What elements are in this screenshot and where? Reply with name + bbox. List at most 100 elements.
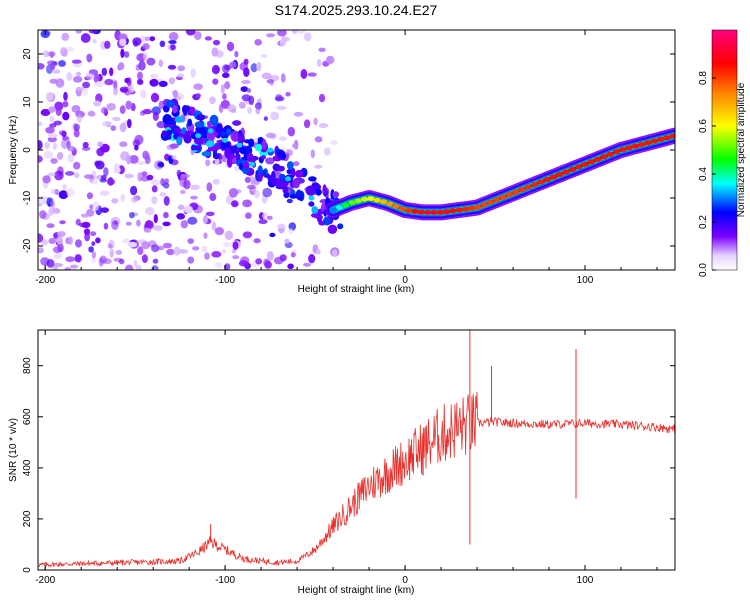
spectrogram-noise-blob bbox=[65, 256, 76, 263]
spectrogram-noise-blob bbox=[214, 262, 223, 269]
spectrogram-noise-blob bbox=[132, 139, 140, 148]
spectrogram-ridge-point bbox=[405, 208, 413, 213]
spectrogram-noise-blob bbox=[255, 258, 263, 265]
spectrogram-noise-blob bbox=[212, 78, 219, 85]
spectrogram-noise-blob bbox=[318, 93, 326, 103]
spectrogram-noise-blob bbox=[74, 172, 80, 179]
spectrogram-ridge-point bbox=[474, 204, 482, 210]
spectrogram-band-blob bbox=[224, 147, 231, 158]
spectrogram-noise-blob bbox=[238, 260, 249, 267]
spectrogram-noise-blob bbox=[222, 72, 230, 79]
spectrogram-hotspot bbox=[308, 195, 315, 201]
spectrogram-noise-blob bbox=[127, 118, 132, 129]
spectrogram-noise-blob bbox=[260, 53, 268, 59]
spectrogram-noise-blob bbox=[76, 114, 83, 123]
spectrogram-noise-blob bbox=[55, 107, 62, 116]
spectrogram-band-blob bbox=[214, 144, 223, 150]
spectrogram-ridge-point bbox=[638, 142, 646, 147]
spectrogram-noise-blob bbox=[91, 178, 99, 184]
spectrogram-noise-blob bbox=[75, 71, 81, 77]
colorbar: 0.0 0.2 0.4 0.6 0.8 Normalized spectral ampl… bbox=[698, 29, 747, 277]
spectrogram-ridge-point bbox=[373, 197, 381, 203]
spectrogram-noise-blob bbox=[113, 166, 121, 174]
spectrogram-noise-blob bbox=[269, 232, 276, 238]
spectrogram-noise-blob bbox=[254, 39, 262, 46]
spectrogram-band-blob bbox=[161, 130, 167, 138]
x-tick-label: -200 bbox=[35, 575, 55, 586]
spectrogram-noise-blob bbox=[112, 116, 121, 122]
spectrogram-noise-blob bbox=[152, 112, 159, 121]
spectrogram-noise-blob bbox=[50, 61, 56, 70]
spectrogram-noise-blob bbox=[270, 111, 280, 121]
spectrogram-band-blob bbox=[174, 116, 184, 123]
spectrogram-noise-blob bbox=[80, 213, 90, 218]
spectrogram-noise-blob bbox=[190, 184, 200, 190]
spectrogram-ridge-point bbox=[342, 202, 350, 208]
spectrogram-band-blob bbox=[256, 172, 264, 179]
spectrogram-noise-blob bbox=[109, 248, 115, 258]
spectrogram-band-blob bbox=[165, 99, 175, 108]
spectrogram-noise-blob bbox=[223, 241, 231, 248]
spectrogram-band-blob bbox=[332, 191, 340, 198]
spectrogram-noise-blob bbox=[226, 41, 235, 52]
spectrogram-noise-blob bbox=[119, 105, 126, 114]
spectrogram-noise-blob bbox=[73, 161, 81, 170]
spectrogram-noise-blob bbox=[245, 212, 252, 219]
spectrogram-noise-blob bbox=[273, 256, 284, 265]
spectrogram-noise-blob bbox=[212, 39, 221, 46]
y-tick-label: -20 bbox=[22, 238, 33, 253]
spectrogram-noise-blob bbox=[206, 182, 213, 192]
spectrogram-band-blob bbox=[248, 138, 255, 148]
spectrogram-noise-blob bbox=[212, 178, 220, 185]
spectrogram-ridge-point bbox=[361, 196, 369, 202]
spectrogram-noise-blob bbox=[141, 254, 148, 263]
spectrogram-band-blob bbox=[166, 129, 173, 136]
spectrogram-noise-blob bbox=[244, 176, 251, 183]
spectrogram-noise-blob bbox=[99, 190, 110, 196]
y-tick-label: 600 bbox=[22, 408, 33, 425]
spectrogram-noise-blob bbox=[281, 36, 291, 42]
spectrogram-noise-blob bbox=[52, 208, 61, 214]
spectrogram-noise-blob bbox=[231, 200, 239, 208]
spectrogram-band-blob bbox=[257, 165, 263, 175]
colorbar-tick-label: 0.2 bbox=[698, 215, 709, 229]
spectrogram-noise-blob bbox=[162, 242, 173, 249]
spectrogram-band-blob bbox=[261, 139, 267, 149]
spectrogram-noise-blob bbox=[151, 106, 161, 116]
x-tick-label: -100 bbox=[215, 575, 235, 586]
spectrogram-noise-blob bbox=[240, 86, 249, 92]
spectrogram-noise-blob bbox=[107, 243, 113, 249]
spectrogram-hotspot bbox=[222, 137, 229, 143]
spectrogram-noise-blob bbox=[266, 79, 275, 84]
spectrogram-noise-blob bbox=[258, 219, 268, 225]
spectrogram-noise-blob bbox=[316, 59, 322, 67]
spectrogram-band-blob bbox=[230, 130, 241, 142]
snr-x-label: Height of straight line (km) bbox=[298, 585, 415, 596]
spectrogram-noise-blob bbox=[177, 204, 185, 211]
snr-plot-area bbox=[38, 330, 675, 570]
spectrogram-band-blob bbox=[290, 167, 296, 178]
snr-y-ticks: 0 200 400 600 800 bbox=[22, 357, 675, 573]
spectrogram-noise-blob bbox=[48, 106, 56, 113]
spectrogram-band-blob bbox=[238, 133, 245, 144]
spectrogram-ridge-point bbox=[512, 189, 520, 195]
spectrogram-noise-blob bbox=[313, 117, 318, 126]
spectrogram-noise-blob bbox=[224, 81, 231, 90]
spectrogram-noise-blob bbox=[261, 72, 272, 80]
spectrogram-noise-blob bbox=[232, 241, 239, 250]
spectrogram-noise-blob bbox=[57, 166, 64, 176]
spectrogram-ridge-point bbox=[575, 164, 583, 170]
spectrogram-ridge-point bbox=[537, 179, 545, 185]
spectrogram-noise-blob bbox=[173, 246, 181, 256]
spectrogram-band-blob bbox=[323, 216, 331, 226]
spectrogram-noise-blob bbox=[44, 151, 54, 159]
spectrogram-noise-blob bbox=[248, 95, 255, 106]
y-tick-label: 10 bbox=[22, 96, 33, 108]
spectrogram-noise-blob bbox=[91, 241, 96, 247]
spectrogram-noise-blob bbox=[156, 121, 167, 129]
spectrogram-noise-blob bbox=[300, 69, 308, 79]
spectrogram-band-blob bbox=[249, 155, 259, 161]
y-tick-label: -10 bbox=[22, 190, 33, 205]
spectrogram-band-blob bbox=[278, 165, 285, 172]
